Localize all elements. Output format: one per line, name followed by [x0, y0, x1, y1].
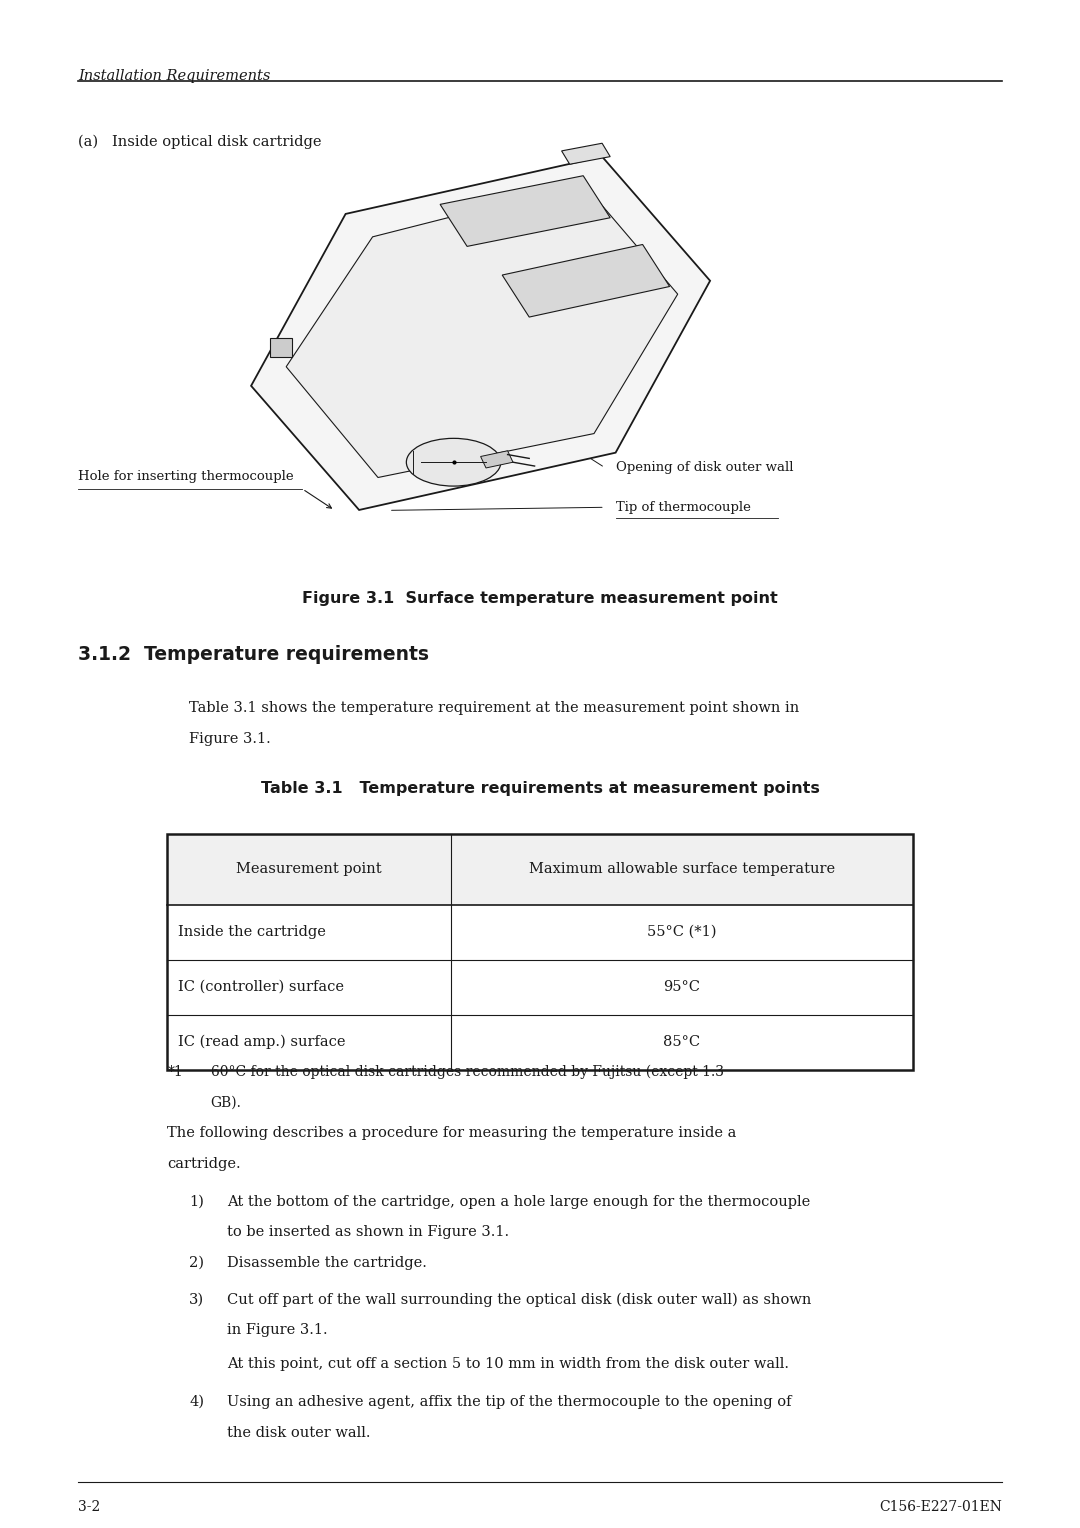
Text: 2): 2) — [189, 1256, 204, 1270]
Text: 3-2: 3-2 — [78, 1500, 100, 1514]
Text: Figure 3.1  Surface temperature measurement point: Figure 3.1 Surface temperature measureme… — [302, 591, 778, 607]
Text: 95°C: 95°C — [663, 979, 700, 995]
Ellipse shape — [406, 439, 501, 486]
Polygon shape — [252, 156, 711, 510]
Text: Table 3.1   Temperature requirements at measurement points: Table 3.1 Temperature requirements at me… — [260, 781, 820, 796]
Text: 55°C (*1): 55°C (*1) — [647, 924, 716, 940]
Text: *1: *1 — [167, 1065, 184, 1079]
Polygon shape — [441, 176, 610, 246]
Text: Maximum allowable surface temperature: Maximum allowable surface temperature — [528, 862, 835, 877]
Text: IC (controller) surface: IC (controller) surface — [178, 979, 345, 995]
FancyBboxPatch shape — [270, 338, 292, 358]
Text: Tip of thermocouple: Tip of thermocouple — [616, 501, 751, 513]
Text: Inside the cartridge: Inside the cartridge — [178, 924, 326, 940]
Text: Cut off part of the wall surrounding the optical disk (disk outer wall) as shown: Cut off part of the wall surrounding the… — [227, 1293, 811, 1306]
Text: in Figure 3.1.: in Figure 3.1. — [227, 1323, 327, 1337]
Text: Figure 3.1.: Figure 3.1. — [189, 732, 271, 746]
Polygon shape — [562, 144, 610, 163]
Text: 85°C: 85°C — [663, 1034, 700, 1050]
Bar — [167, 834, 913, 905]
Text: GB).: GB). — [211, 1096, 242, 1109]
Text: At the bottom of the cartridge, open a hole large enough for the thermocouple: At the bottom of the cartridge, open a h… — [227, 1195, 810, 1209]
Text: Table 3.1 shows the temperature requirement at the measurement point shown in: Table 3.1 shows the temperature requirem… — [189, 701, 799, 715]
Text: The following describes a procedure for measuring the temperature inside a: The following describes a procedure for … — [167, 1126, 737, 1140]
Text: Opening of disk outer wall: Opening of disk outer wall — [616, 461, 793, 474]
Text: 3.1.2  Temperature requirements: 3.1.2 Temperature requirements — [78, 645, 429, 663]
Text: Installation Requirements: Installation Requirements — [78, 69, 270, 83]
Text: Using an adhesive agent, affix the tip of the thermocouple to the opening of: Using an adhesive agent, affix the tip o… — [227, 1395, 792, 1409]
Text: 1): 1) — [189, 1195, 204, 1209]
Text: Disassemble the cartridge.: Disassemble the cartridge. — [227, 1256, 427, 1270]
Text: cartridge.: cartridge. — [167, 1157, 241, 1170]
Bar — [167, 834, 913, 1070]
Text: (a)   Inside optical disk cartridge: (a) Inside optical disk cartridge — [78, 134, 321, 148]
Text: Hole for inserting thermocouple: Hole for inserting thermocouple — [78, 471, 294, 483]
Text: At this point, cut off a section 5 to 10 mm in width from the disk outer wall.: At this point, cut off a section 5 to 10… — [227, 1357, 788, 1371]
Polygon shape — [502, 244, 670, 316]
Text: 60°C for the optical disk cartridges recommended by Fujitsu (except 1.3: 60°C for the optical disk cartridges rec… — [211, 1065, 724, 1079]
Bar — [184, 556, 187, 558]
Text: IC (read amp.) surface: IC (read amp.) surface — [178, 1034, 346, 1050]
Text: 3): 3) — [189, 1293, 204, 1306]
Text: the disk outer wall.: the disk outer wall. — [227, 1426, 370, 1439]
Text: Measurement point: Measurement point — [237, 862, 382, 877]
Text: C156-E227-01EN: C156-E227-01EN — [879, 1500, 1002, 1514]
Text: to be inserted as shown in Figure 3.1.: to be inserted as shown in Figure 3.1. — [227, 1225, 509, 1239]
Polygon shape — [286, 183, 678, 477]
Polygon shape — [481, 451, 513, 468]
Text: 4): 4) — [189, 1395, 204, 1409]
